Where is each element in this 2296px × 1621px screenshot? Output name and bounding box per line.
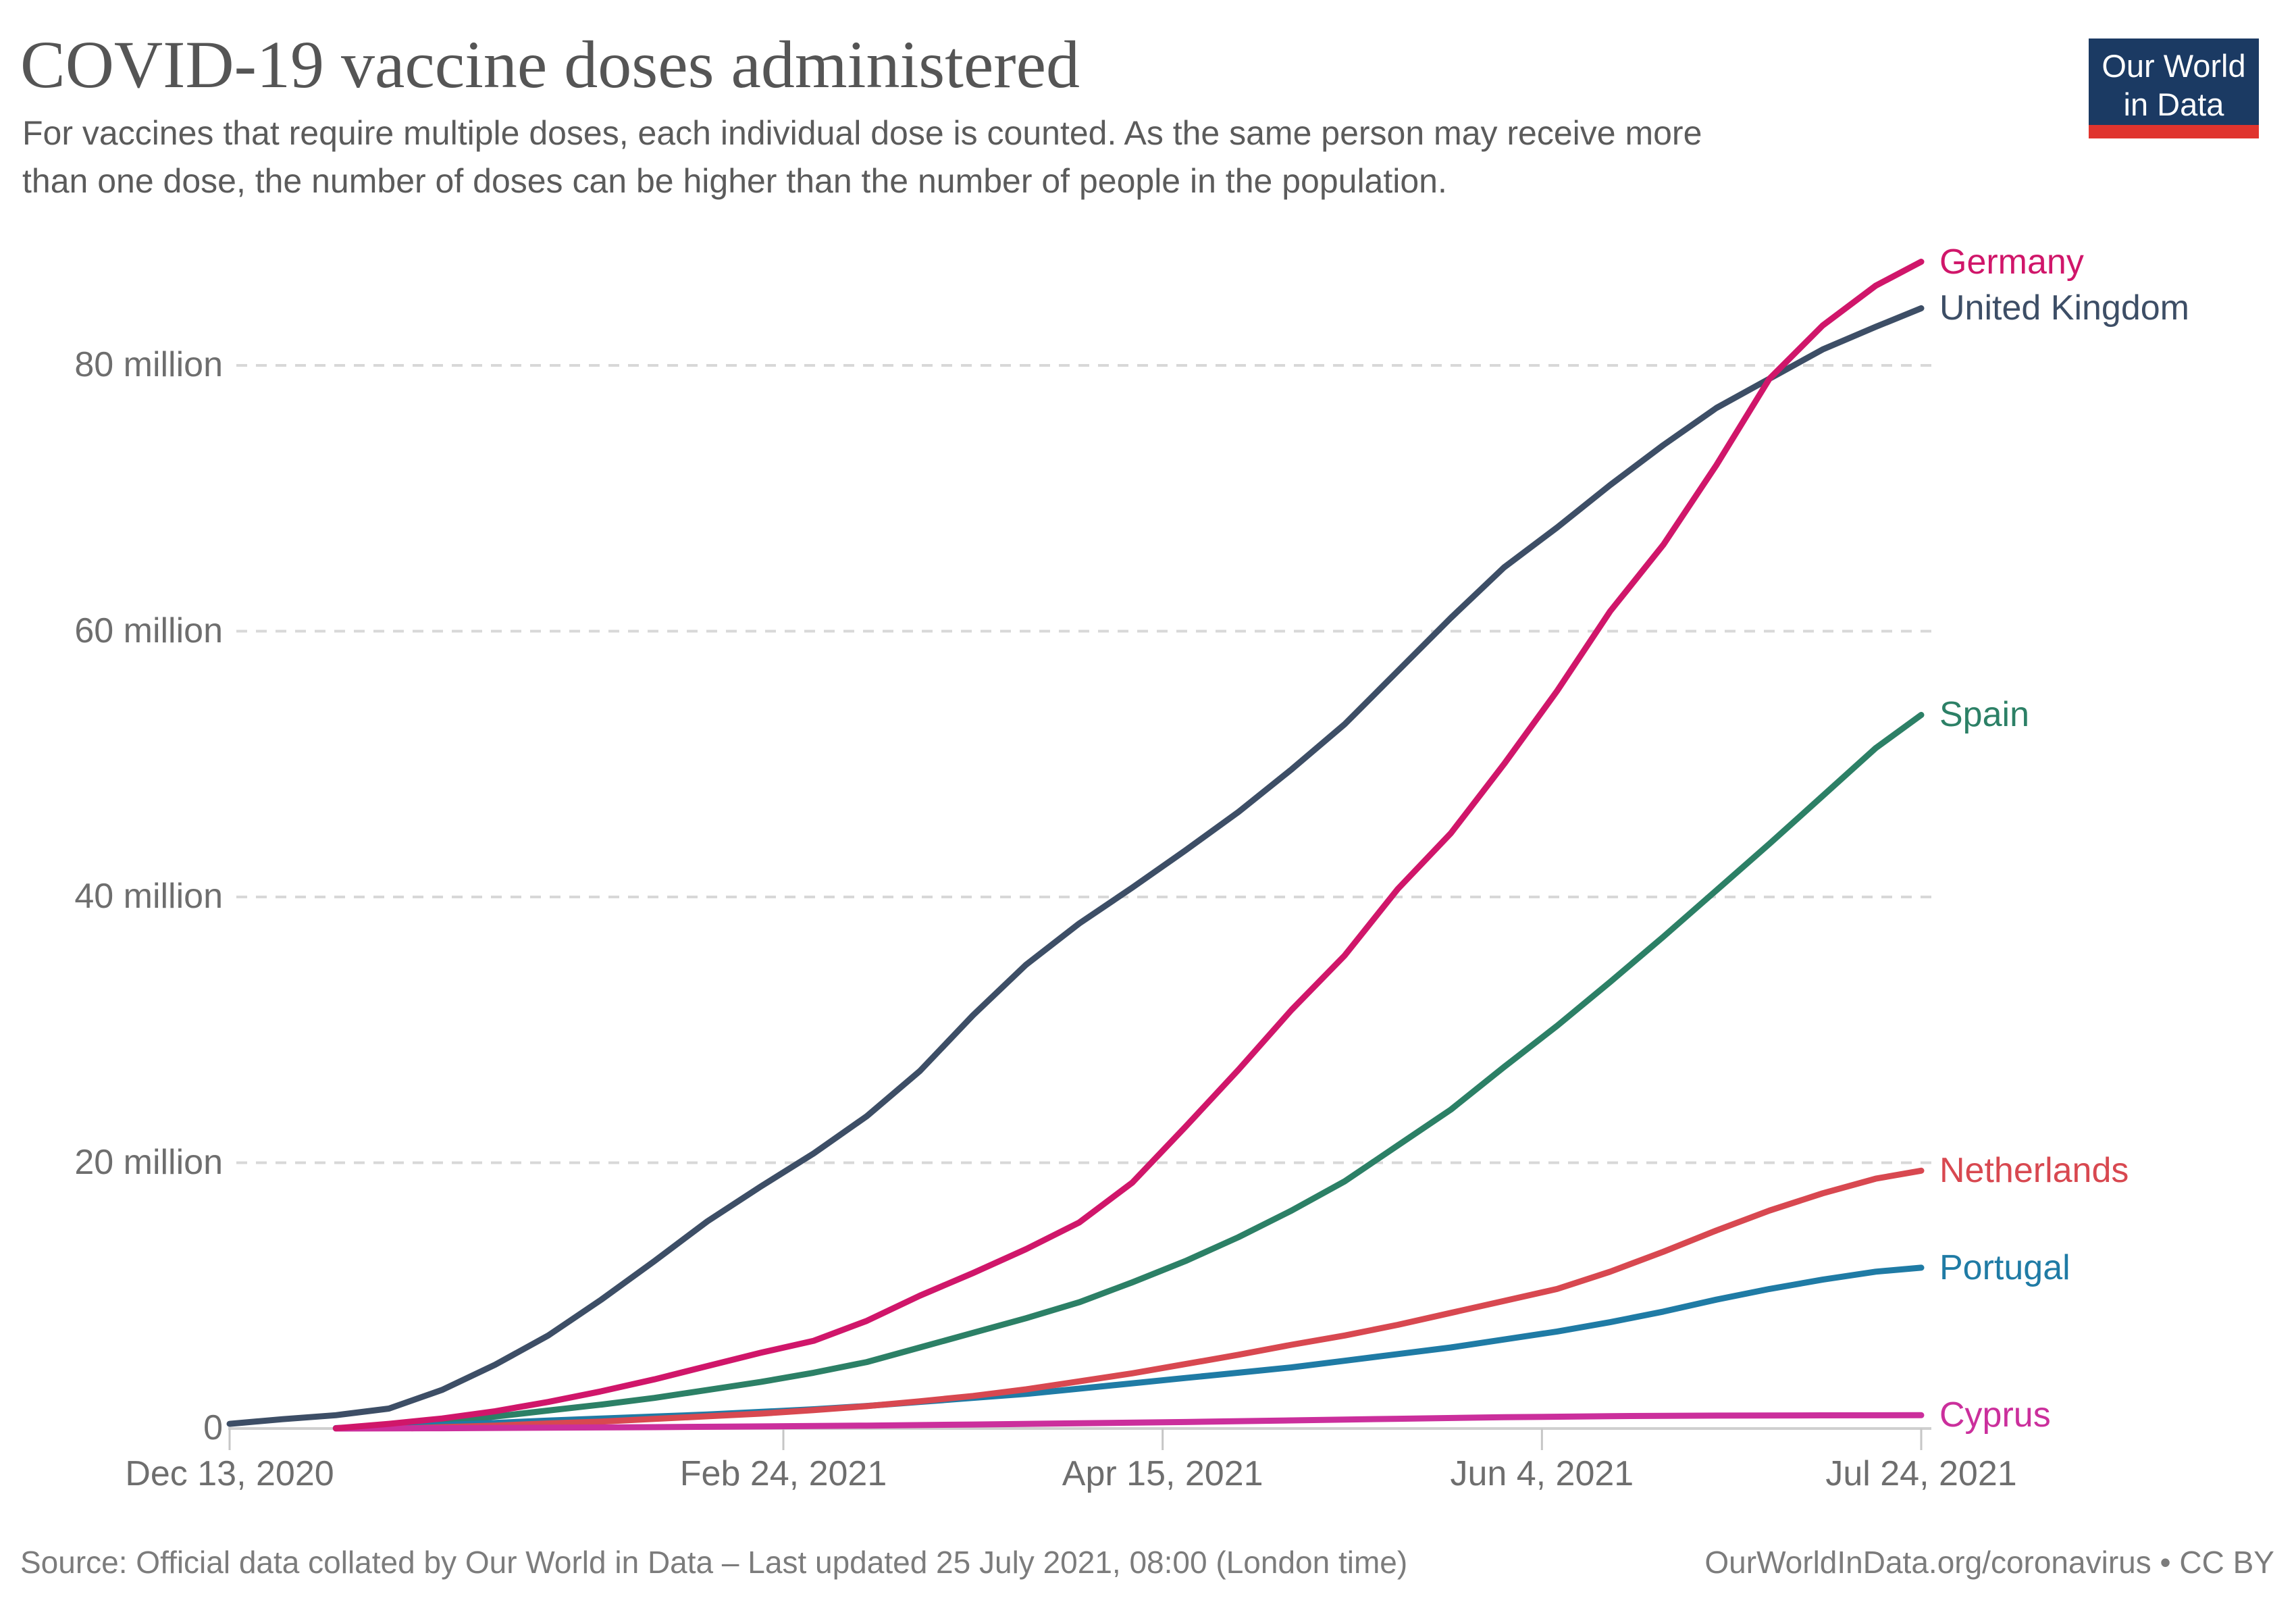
x-axis-tick-label-Dec-13-2020: Dec 13, 2020 (125, 1454, 334, 1493)
chart-subtitle-line-1: For vaccines that require multiple doses… (22, 114, 1702, 152)
y-axis-tick-label-80-million: 80 million (74, 345, 223, 384)
y-axis-tick-label-0: 0 (203, 1408, 223, 1447)
source-note: Source: Official data collated by Our Wo… (20, 1545, 1408, 1580)
owid-logo-background (2089, 38, 2259, 138)
y-axis-tick-label-60-million: 60 million (74, 611, 223, 650)
series-label-united-kingdom: United Kingdom (1939, 288, 2189, 328)
series-line-spain[interactable] (386, 712, 1925, 1431)
series-label-spain: Spain (1939, 695, 2029, 735)
chart-footer: Source: Official data collated by Our Wo… (20, 1544, 2274, 1580)
chart-title: COVID-19 vaccine doses administered (20, 27, 1080, 102)
x-axis-tick-label-Jun-4-2021: Jun 4, 2021 (1450, 1454, 1634, 1493)
footer-separator-dot: • (2160, 1545, 2171, 1580)
footer-separator (2151, 1545, 2160, 1580)
series-line-portugal[interactable] (332, 1264, 1925, 1431)
owid-logo-text-line-1: Our World (2102, 47, 2246, 84)
series-line-united-kingdom[interactable] (226, 305, 1925, 1427)
series-line-germany[interactable] (332, 259, 1925, 1432)
y-axis-tick-label-40-million: 40 million (74, 877, 223, 916)
footer-links: OurWorldInData.org/coronavirus • CC BY (1704, 1544, 2274, 1580)
x-axis-tick-label-Jul-24-2021: Jul 24, 2021 (1825, 1454, 2017, 1493)
footer-separator2 (2171, 1545, 2180, 1580)
cc-by-license-link[interactable]: CC BY (2179, 1545, 2274, 1580)
series-label-germany: Germany (1939, 242, 2084, 282)
owid-logo[interactable]: Our World in Data (2089, 38, 2259, 138)
x-axis-tick-label-Feb-24-2021: Feb 24, 2021 (679, 1454, 887, 1493)
series-label-netherlands: Netherlands (1939, 1151, 2129, 1191)
owid-logo-red-stripe (2089, 125, 2259, 138)
series-label-cyprus: Cyprus (1939, 1395, 2051, 1435)
series-line-netherlands[interactable] (409, 1167, 1925, 1432)
series-label-portugal: Portugal (1939, 1247, 2070, 1287)
series-line-cyprus[interactable] (332, 1412, 1925, 1432)
owid-coronavirus-link[interactable]: OurWorldInData.org/coronavirus (1704, 1545, 2151, 1580)
chart-subtitle: For vaccines that require multiple doses… (22, 109, 1702, 205)
y-axis-tick-label-20-million: 20 million (74, 1142, 223, 1182)
x-axis-tick-label-Apr-15-2021: Apr 15, 2021 (1062, 1454, 1263, 1493)
owid-logo-text-line-2: in Data (2123, 86, 2224, 122)
owid-logo-text: Our World in Data (2089, 45, 2259, 125)
chart-subtitle-line-2: than one dose, the number of doses can b… (22, 162, 1447, 200)
